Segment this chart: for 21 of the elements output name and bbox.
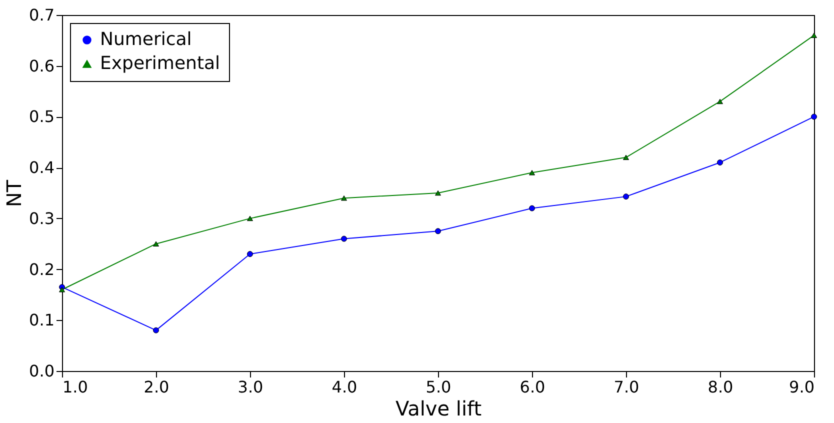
y-tick-label: 0.7 [29,6,54,24]
y-tick-label: 0.5 [29,107,54,126]
y-axis-title: NT [2,179,26,208]
y-tick-label: 0.6 [29,56,54,76]
y-tick-label: 0.4 [29,158,54,178]
x-tick-label: 5.0 [426,378,452,396]
legend-label: Experimental [100,53,220,74]
x-tick-label: 3.0 [238,378,264,396]
x-tick-label: 6.0 [520,378,546,396]
y-tick-label: 0.0 [29,362,54,380]
x-tick-label: 1.0 [62,378,88,396]
y-tick-label: 0.2 [29,260,54,279]
x-tick-label: 8.0 [708,378,734,396]
x-tick-label: 4.0 [332,378,358,396]
x-tick-label: 7.0 [614,378,640,396]
x-tick-label: 9.0 [789,378,814,396]
y-tick-label: 0.1 [29,310,54,330]
x-tick-label: 2.0 [144,378,170,396]
x-axis-title: Valve lift [395,396,482,420]
legend-label: Numerical [100,29,192,50]
y-tick-label: 0.3 [29,208,54,228]
